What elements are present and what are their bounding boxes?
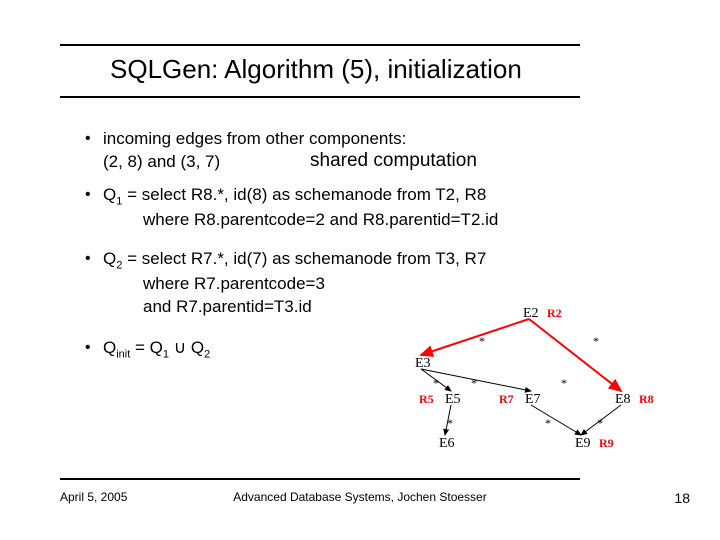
footer-rule [60,478,580,480]
diagram-edge [421,319,529,355]
diagram-star-label: * [479,334,485,348]
shared-computation-label: shared computation [310,150,477,172]
diagram-star-label: * [433,376,439,390]
diagram-star-label: * [597,416,603,430]
diagram-star-label: * [447,416,453,430]
diagram-edge [529,319,621,391]
diagram-r-label: R7 [499,392,514,406]
qinit-union: ∪ Q [169,338,204,357]
q2-pre: Q [103,249,116,268]
slide-title: SQLGen: Algorithm (5), initialization [110,54,522,85]
diagram-node-label: E7 [525,392,541,407]
q2-line2: where R7.parentcode=3 [143,274,325,293]
qinit-sub: init [116,349,130,361]
diagram-edge [531,405,581,435]
diagram-node-label: E6 [439,436,455,451]
diagram-star-label: * [561,376,567,390]
diagram-star-label: * [545,416,551,430]
qinit-s2: 2 [204,349,210,361]
diagram-node-label: E9 [575,436,591,451]
diagram-r-label: R2 [547,306,562,320]
qinit-mid: = Q [130,338,163,357]
footer-page-number: 18 [674,490,690,506]
title-rule-top [60,44,580,46]
diagram-star-label: * [593,334,599,348]
diagram-node-label: E3 [415,356,431,371]
diagram-r-label: R8 [639,392,654,406]
bullet1-line1: incoming edges from other components: [103,129,406,148]
bullet-q1: Q1 = select R8.*, id(8) as schemanode fr… [85,184,665,232]
bullet1-line2: (2, 8) and (3, 7) [103,152,220,171]
diagram-node-label: E8 [615,392,631,407]
title-rule-bottom [60,96,580,98]
diagram-node-label: E5 [445,392,461,407]
diagram-r-label: R9 [599,436,614,450]
q2-line3: and R7.parentid=T3.id [143,297,312,316]
diagram-r-label: R5 [419,392,434,406]
q1-rest: = select R8.*, id(8) as schemanode from … [122,185,486,204]
q1-line2: where R8.parentcode=2 and R8.parentid=T2… [143,210,498,229]
q1-pre: Q [103,185,116,204]
diagram-node-label: E2 [523,306,539,321]
q2-rest: = select R7.*, id(7) as schemanode from … [122,249,486,268]
footer-center: Advanced Database Systems, Jochen Stoess… [0,490,720,504]
tree-diagram: * * * * * * * * E2 R2 E3 E5 R5 E7 R7 E8 R8 E6 E9 R9 [375,305,675,465]
qinit-pre: Q [103,338,116,357]
diagram-star-label: * [471,376,477,390]
